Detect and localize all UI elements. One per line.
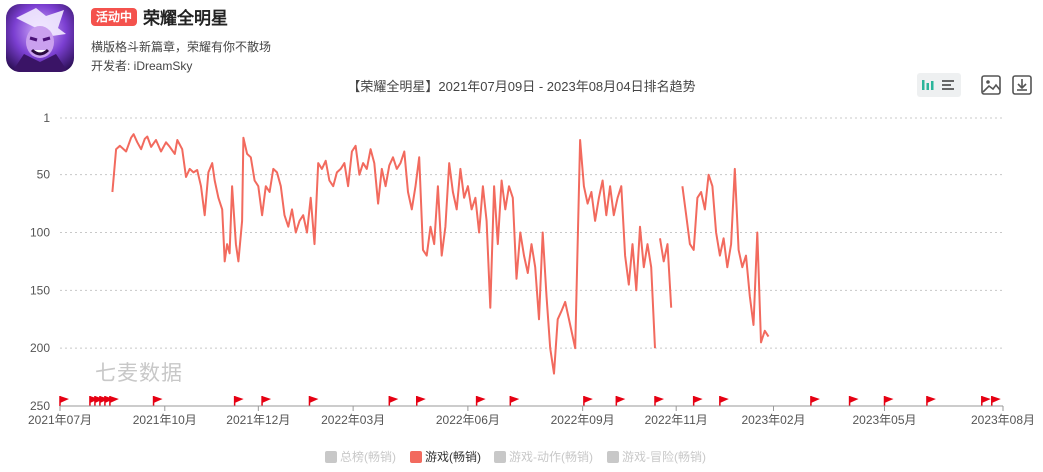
event-flag-icon[interactable]: [991, 396, 1001, 406]
event-flag-icon[interactable]: [692, 396, 703, 406]
event-flag-icon[interactable]: [308, 396, 319, 406]
event-flag-icon[interactable]: [848, 396, 859, 406]
x-tick-label: 2022年09月: [551, 413, 615, 427]
event-flag-icon[interactable]: [59, 396, 69, 406]
app-description: 横版格斗新篇章，荣耀有你不散场: [91, 40, 272, 54]
event-flag-icon[interactable]: [926, 396, 936, 406]
list-icon[interactable]: [942, 80, 954, 90]
y-tick-label: 150: [30, 283, 50, 297]
event-flag-icon[interactable]: [509, 396, 520, 406]
legend-swatch: [607, 451, 619, 463]
legend-item[interactable]: 游戏(畅销): [410, 449, 481, 465]
event-flag-icon[interactable]: [233, 396, 244, 406]
x-tick-label: 2023年02月: [741, 413, 805, 427]
y-tick-label: 1: [43, 111, 50, 125]
legend-label: 总榜(畅销): [340, 450, 396, 464]
x-tick-label: 2021年07月: [28, 413, 92, 427]
x-tick-label: 2022年03月: [321, 413, 385, 427]
series-line: [681, 167, 770, 344]
legend-swatch: [494, 451, 506, 463]
app-title: 荣耀全明星: [143, 9, 228, 28]
event-flag-icon[interactable]: [615, 396, 626, 406]
legend-item[interactable]: 总榜(畅销): [325, 449, 396, 465]
app-icon: [6, 4, 74, 72]
event-flag-icon[interactable]: [109, 396, 119, 406]
legend-item[interactable]: 游戏-动作(畅销): [494, 449, 593, 465]
event-flag-icon[interactable]: [883, 396, 894, 406]
x-tick-label: 2023年08月: [971, 413, 1035, 427]
event-flag-icon[interactable]: [981, 396, 991, 406]
image-icon[interactable]: [980, 73, 1002, 97]
x-tick-label: 2021年12月: [226, 413, 290, 427]
y-tick-label: 50: [37, 168, 51, 182]
legend-swatch: [410, 451, 422, 463]
series-line: [659, 238, 673, 308]
series-line: [111, 133, 656, 375]
legend-label: 游戏-动作(畅销): [509, 450, 593, 464]
x-tick-label: 2022年11月: [645, 413, 708, 427]
legend-label: 游戏(畅销): [425, 450, 481, 464]
legend-swatch: [325, 451, 337, 463]
event-flag-icon[interactable]: [810, 396, 820, 406]
event-flag-icon[interactable]: [415, 396, 426, 406]
x-tick-label: 2022年06月: [436, 413, 500, 427]
event-flag-icon[interactable]: [261, 396, 272, 406]
view-toggle[interactable]: [917, 73, 961, 97]
x-tick-label: 2023年05月: [852, 413, 916, 427]
x-tick-label: 2021年10月: [133, 413, 197, 427]
developer-label: 开发者: iDreamSky: [91, 59, 193, 73]
event-flag-icon[interactable]: [475, 396, 486, 406]
event-flag-icon[interactable]: [654, 396, 664, 406]
event-flag-icon[interactable]: [583, 396, 593, 406]
download-icon[interactable]: [1011, 73, 1033, 97]
watermark: 七麦数据: [95, 362, 183, 385]
legend-item[interactable]: 游戏-冒险(畅销): [607, 449, 706, 465]
y-tick-label: 200: [30, 341, 50, 355]
event-flag-icon[interactable]: [719, 396, 729, 406]
y-tick-label: 100: [30, 226, 50, 240]
chart-title: 【荣耀全明星】2021年07月09日 - 2023年08月04日排名趋势: [347, 79, 696, 94]
bar-chart-icon[interactable]: [922, 80, 934, 90]
y-tick-label: 250: [30, 399, 50, 413]
legend-label: 游戏-冒险(畅销): [622, 450, 706, 464]
status-badge: 活动中: [91, 8, 138, 26]
event-flag-icon[interactable]: [388, 396, 399, 406]
event-flag-icon[interactable]: [152, 396, 163, 406]
